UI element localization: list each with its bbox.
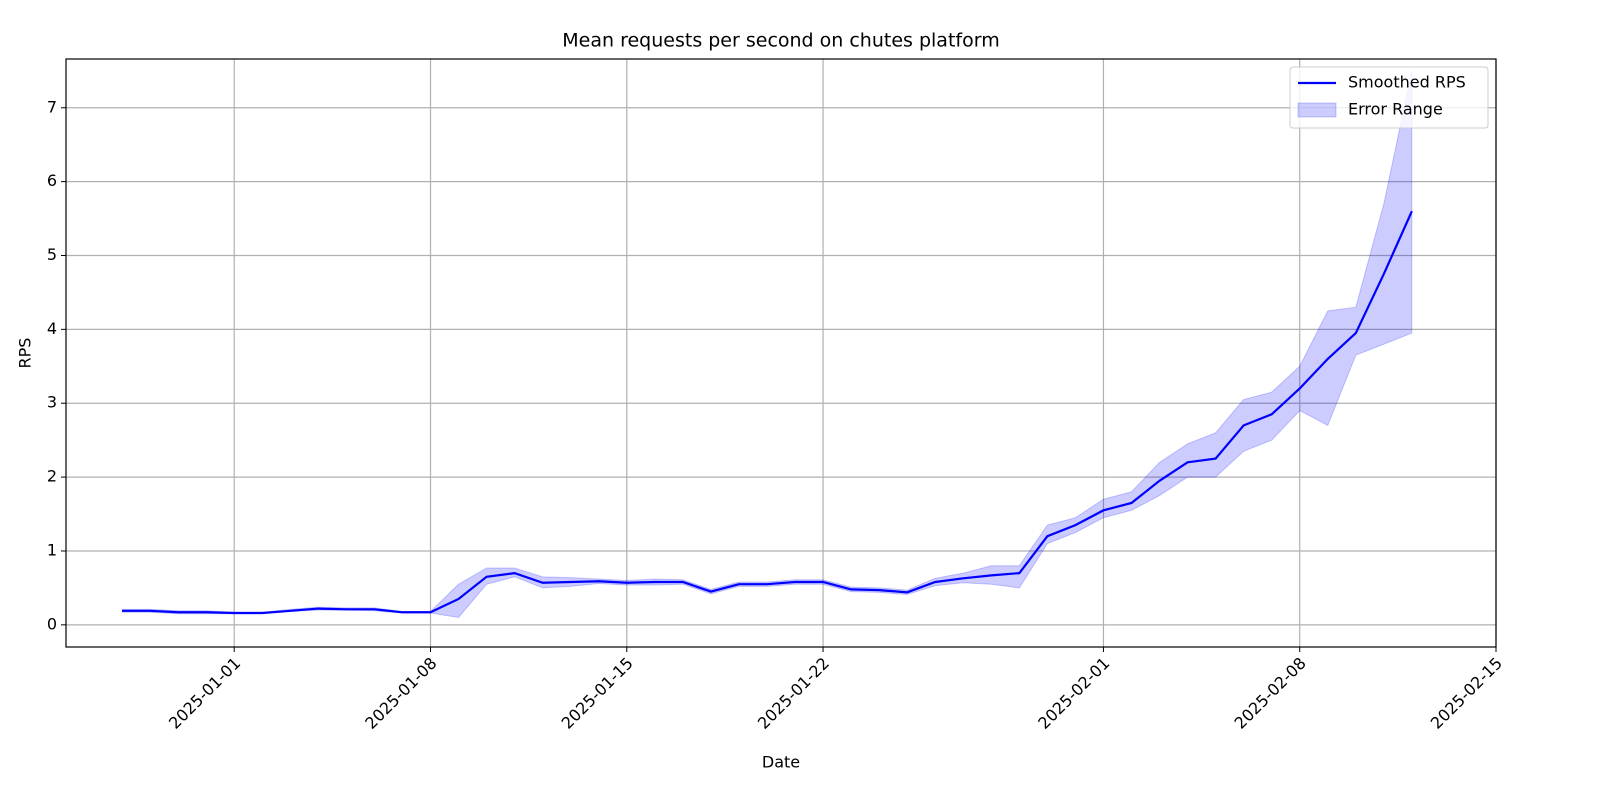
- chart-title: Mean requests per second on chutes platf…: [562, 30, 999, 52]
- x-axis-label: Date: [762, 753, 800, 772]
- x-tick-label: 2025-01-01: [165, 654, 244, 733]
- x-tick-label: 2025-01-08: [361, 654, 440, 733]
- y-tick-label: 6: [47, 171, 57, 190]
- y-axis-label: RPS: [16, 338, 35, 369]
- x-tick-label: 2025-01-22: [754, 654, 833, 733]
- y-tick-label: 5: [47, 245, 57, 264]
- error-band: [121, 70, 1413, 618]
- plot-frame: [65, 58, 1497, 648]
- legend-box: [1289, 66, 1489, 129]
- y-tick-label: 1: [47, 540, 57, 559]
- line: [122, 210, 1413, 615]
- x-tick-label: 2025-02-08: [1231, 654, 1310, 733]
- y-tick-label: 7: [47, 97, 57, 116]
- legend-patch: [1297, 102, 1337, 118]
- y-tick-label: 4: [47, 319, 57, 338]
- y-tick-label: 3: [47, 393, 57, 412]
- legend-label: Error Range: [1348, 100, 1443, 119]
- y-tick-label: 2: [47, 467, 57, 486]
- y-tick-label: 0: [47, 614, 57, 633]
- x-tick-label: 2025-02-15: [1427, 654, 1506, 733]
- legend-label: Smoothed RPS: [1348, 73, 1466, 92]
- legend: Smoothed RPS Error Range: [1289, 66, 1489, 129]
- x-tick-label: 2025-02-01: [1034, 654, 1113, 733]
- x-tick-label: 2025-01-15: [558, 654, 637, 733]
